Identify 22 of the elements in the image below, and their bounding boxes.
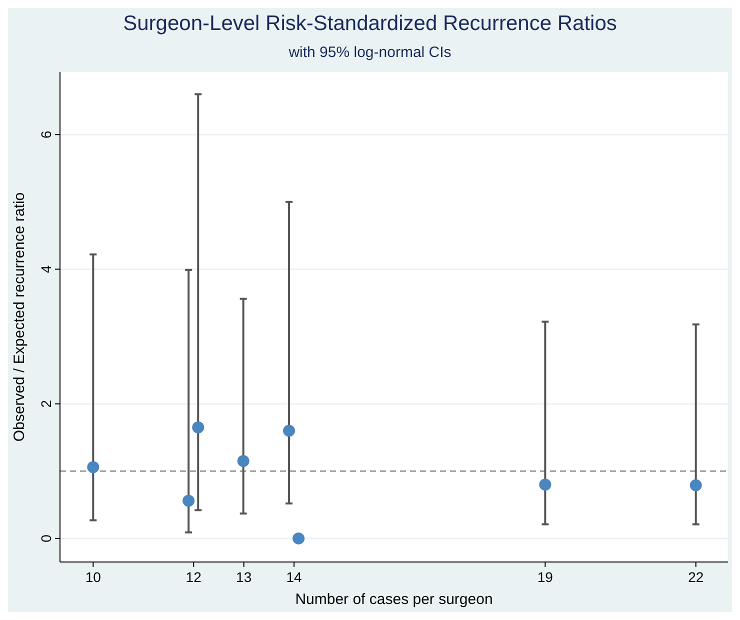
x-tick-label: 12 bbox=[186, 569, 202, 585]
chart-subtitle: with 95% log-normal CIs bbox=[288, 44, 452, 61]
x-tick-label: 22 bbox=[688, 569, 704, 585]
x-tick-label: 10 bbox=[85, 569, 102, 585]
point bbox=[292, 532, 305, 544]
point bbox=[539, 478, 552, 491]
y-tick-label: 4 bbox=[38, 265, 54, 274]
x-tick-label: 14 bbox=[286, 569, 302, 585]
chart-title: Surgeon-Level Risk-Standardized Recurrence Ratios bbox=[123, 12, 617, 35]
point bbox=[237, 455, 250, 468]
point bbox=[182, 494, 195, 507]
point bbox=[690, 479, 702, 492]
x-tick-label: 13 bbox=[236, 569, 252, 585]
y-axis-title: Observed / Expected recurrence ratio bbox=[11, 192, 28, 442]
y-tick-label: 2 bbox=[38, 400, 54, 408]
point bbox=[87, 461, 100, 474]
x-axis-title: Number of cases per surgeon bbox=[295, 591, 493, 608]
point bbox=[283, 424, 296, 437]
y-tick-label: 6 bbox=[38, 130, 54, 138]
point bbox=[192, 421, 204, 434]
y-tick-label: 0 bbox=[38, 534, 54, 542]
x-tick-label: 19 bbox=[537, 569, 554, 585]
